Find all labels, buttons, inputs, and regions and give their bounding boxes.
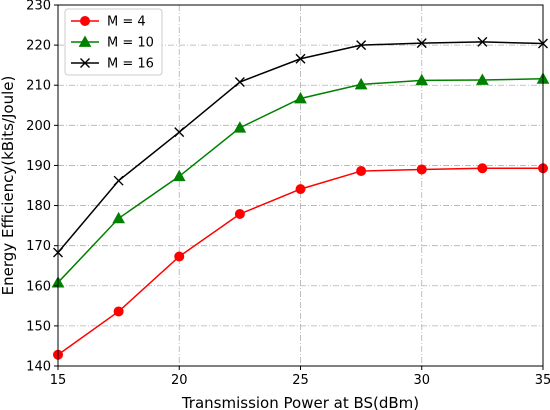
data-point xyxy=(416,38,427,49)
data-point xyxy=(476,73,489,85)
legend-marker xyxy=(78,35,92,47)
legend-marker xyxy=(80,58,90,68)
data-point xyxy=(416,164,427,175)
y-tick-label: 190 xyxy=(26,159,51,174)
x-tick-label: 15 xyxy=(50,373,67,388)
y-axis-label: Energy Efficiency(kBits/Joule) xyxy=(0,76,17,296)
data-point xyxy=(356,40,367,51)
data-point xyxy=(354,77,368,90)
data-point xyxy=(174,127,185,138)
data-point xyxy=(477,163,488,174)
y-tick-label: 150 xyxy=(26,319,51,334)
data-point xyxy=(294,91,307,104)
data-point xyxy=(174,251,185,262)
legend-label: M = 16 xyxy=(107,57,154,72)
x-tick-label: 35 xyxy=(535,373,550,388)
legend-label: M = 10 xyxy=(107,36,154,51)
y-tick-label: 230 xyxy=(26,0,51,14)
data-point xyxy=(112,211,125,224)
y-tick-label: 160 xyxy=(26,279,51,294)
legend-marker xyxy=(80,16,90,26)
data-point xyxy=(233,121,247,133)
legend: M = 4 M = 10 M = 16 xyxy=(64,8,163,76)
data-point xyxy=(113,306,124,317)
y-tick-label: 220 xyxy=(26,39,51,54)
data-point xyxy=(234,208,245,219)
y-tick-label: 200 xyxy=(26,119,51,134)
data-point xyxy=(477,36,488,47)
axis-ticks: 15 20 25 30 35 140 150 160 170 180 190 200 210 220 230 xyxy=(26,0,550,388)
y-tick-label: 210 xyxy=(26,79,51,94)
series-3 xyxy=(53,36,548,258)
data-point xyxy=(295,184,306,195)
legend-item: M = 4 xyxy=(71,15,146,30)
data-point xyxy=(172,169,186,182)
y-tick-label: 140 xyxy=(26,360,51,375)
data-point xyxy=(356,166,367,177)
legend-label: M = 4 xyxy=(107,15,146,30)
data-point xyxy=(234,77,245,88)
y-tick-label: 180 xyxy=(26,199,51,214)
data-point xyxy=(113,175,124,186)
y-tick-label: 170 xyxy=(26,239,51,254)
legend-item: M = 16 xyxy=(71,57,154,72)
series-1 xyxy=(53,163,548,360)
legend-item: M = 10 xyxy=(71,35,154,51)
data-point xyxy=(295,53,306,64)
data-point xyxy=(415,73,429,86)
x-axis-label: Transmission Power at BS(dBm) xyxy=(181,394,419,410)
x-tick-label: 30 xyxy=(413,373,430,388)
x-tick-label: 25 xyxy=(292,373,309,388)
x-tick-label: 20 xyxy=(171,373,188,388)
